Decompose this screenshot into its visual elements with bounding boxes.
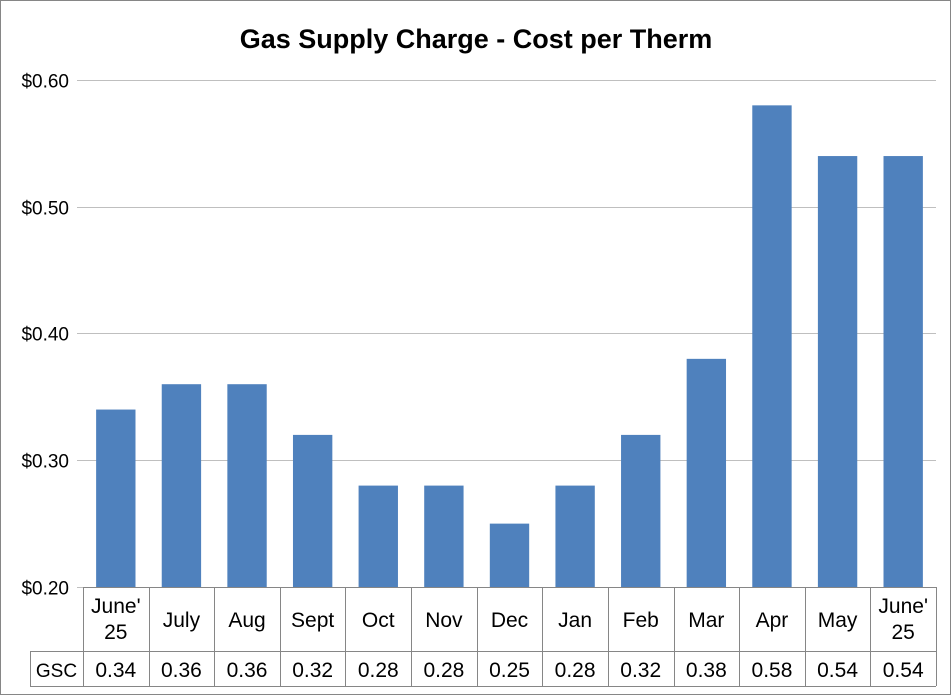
category-label: Aug (228, 609, 265, 632)
table-value: 0.28 (358, 659, 399, 682)
bar (555, 485, 595, 587)
category-label: Jan (558, 609, 592, 632)
data-table: GSC June' 25 0.34 July 0.36 Aug 0.36 Sept 0.32 Oct… (30, 587, 937, 687)
table-value: 0.34 (95, 659, 136, 682)
series-name-label: GSC (36, 661, 77, 682)
bar (227, 384, 267, 587)
bar (489, 523, 530, 587)
table-value: 0.32 (620, 659, 661, 682)
bar (96, 409, 136, 587)
category-label: Mar (688, 609, 724, 632)
category-label: Apr (756, 609, 789, 632)
category-label: Oct (362, 609, 395, 632)
table-value: 0.36 (227, 659, 268, 682)
y-tick-label: $0.50 (21, 199, 69, 220)
bar (883, 156, 923, 588)
bar (358, 485, 398, 587)
table-value: 0.54 (883, 659, 924, 682)
table-value: 0.54 (817, 659, 858, 682)
category-label: Sept (291, 609, 334, 632)
table-value: 0.36 (161, 659, 202, 682)
bar (424, 485, 464, 587)
y-tick-label: $0.40 (21, 325, 69, 346)
table-value: 0.58 (752, 659, 793, 682)
bar (621, 434, 661, 587)
bar (686, 358, 727, 587)
category-label: July (163, 609, 201, 632)
y-axis-ticks: $0.20 $0.30 $0.40 $0.50 $0.60 (21, 72, 69, 600)
bar (292, 434, 333, 587)
table-value: 0.28 (423, 659, 464, 682)
bar (752, 105, 792, 587)
chart-title: Gas Supply Charge - Cost per Therm (240, 24, 713, 54)
category-label: Nov (425, 609, 463, 632)
table-value: 0.25 (489, 659, 530, 682)
category-label: Dec (491, 609, 528, 632)
table-value: 0.28 (555, 659, 596, 682)
bars (96, 105, 923, 588)
bar (161, 384, 202, 587)
category-label: June' 25 (878, 595, 928, 644)
category-label: Feb (623, 609, 659, 632)
category-label: June' 25 (91, 595, 141, 644)
bar (817, 156, 858, 588)
y-tick-label: $0.60 (21, 72, 69, 93)
y-tick-label: $0.30 (21, 452, 69, 473)
table-value: 0.38 (686, 659, 727, 682)
category-label: May (818, 609, 858, 632)
table-value: 0.32 (292, 659, 333, 682)
y-tick-label: $0.20 (21, 579, 69, 600)
